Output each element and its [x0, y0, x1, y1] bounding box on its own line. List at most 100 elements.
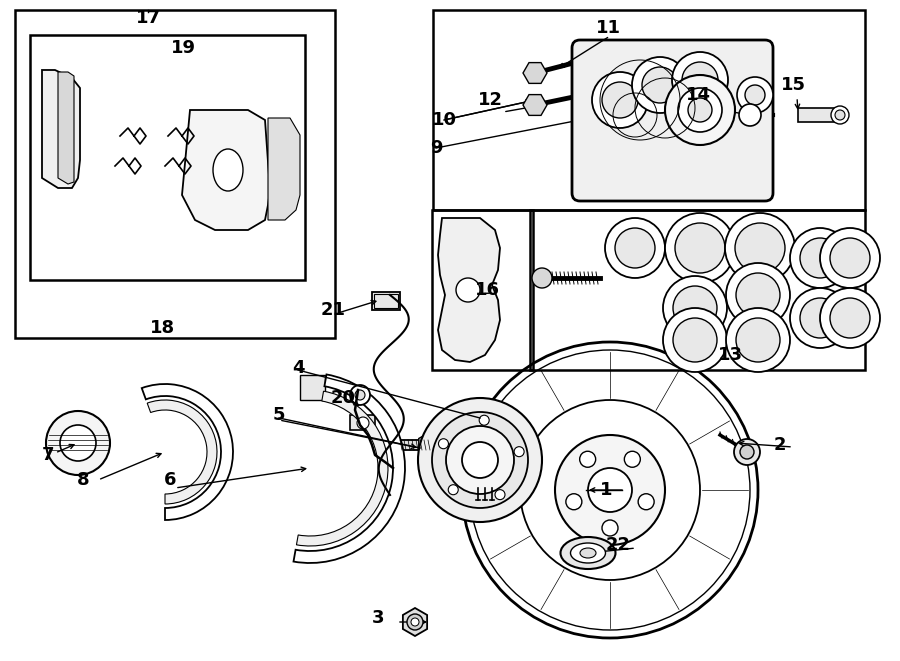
Text: 15: 15 — [780, 76, 806, 94]
Circle shape — [418, 398, 542, 522]
Ellipse shape — [580, 548, 596, 558]
Circle shape — [673, 286, 717, 330]
Circle shape — [411, 618, 419, 626]
Circle shape — [592, 72, 648, 128]
Circle shape — [514, 447, 524, 457]
Circle shape — [831, 106, 849, 124]
Text: 21: 21 — [320, 301, 346, 319]
Text: 1: 1 — [599, 481, 612, 499]
Wedge shape — [141, 384, 233, 520]
Polygon shape — [58, 72, 74, 184]
Circle shape — [605, 218, 665, 278]
Circle shape — [663, 276, 727, 340]
Polygon shape — [798, 108, 840, 122]
Polygon shape — [418, 432, 441, 458]
Circle shape — [495, 490, 505, 500]
Bar — [474, 472, 498, 488]
Polygon shape — [403, 608, 427, 636]
Polygon shape — [523, 95, 547, 116]
Bar — [350, 415, 375, 430]
Text: 18: 18 — [150, 319, 176, 337]
Polygon shape — [182, 110, 270, 230]
Circle shape — [790, 288, 850, 348]
Circle shape — [46, 411, 110, 475]
Text: 14: 14 — [686, 86, 710, 104]
Circle shape — [588, 468, 632, 512]
Text: 22: 22 — [606, 536, 631, 554]
Circle shape — [739, 104, 761, 126]
Circle shape — [580, 451, 596, 467]
Bar — [432, 210, 533, 370]
Polygon shape — [42, 70, 80, 188]
Bar — [374, 294, 398, 308]
Text: 16: 16 — [474, 281, 500, 299]
Text: 12: 12 — [478, 91, 502, 109]
Circle shape — [615, 228, 655, 268]
Wedge shape — [64, 429, 92, 457]
Circle shape — [800, 298, 840, 338]
Circle shape — [688, 98, 712, 122]
Circle shape — [642, 67, 678, 103]
Polygon shape — [523, 63, 547, 83]
Circle shape — [448, 485, 458, 494]
Circle shape — [407, 614, 423, 630]
Circle shape — [800, 238, 840, 278]
Polygon shape — [268, 118, 300, 220]
Bar — [284, 155, 298, 180]
FancyBboxPatch shape — [572, 40, 773, 201]
Circle shape — [726, 308, 790, 372]
Circle shape — [736, 318, 780, 362]
Circle shape — [734, 439, 760, 465]
Circle shape — [820, 228, 880, 288]
Bar — [400, 440, 435, 450]
Circle shape — [632, 57, 688, 113]
Circle shape — [602, 520, 618, 536]
Bar — [530, 210, 865, 370]
Text: 6: 6 — [164, 471, 176, 489]
Circle shape — [479, 415, 490, 425]
Circle shape — [438, 439, 448, 449]
Circle shape — [673, 318, 717, 362]
Ellipse shape — [213, 149, 243, 191]
Text: 3: 3 — [372, 609, 384, 627]
Wedge shape — [296, 391, 388, 546]
Polygon shape — [438, 218, 500, 362]
Circle shape — [456, 278, 480, 302]
Circle shape — [602, 82, 638, 118]
Circle shape — [736, 273, 780, 317]
Ellipse shape — [561, 537, 616, 569]
Ellipse shape — [571, 543, 606, 563]
Text: 20: 20 — [330, 389, 356, 407]
Circle shape — [432, 412, 528, 508]
Circle shape — [678, 88, 722, 132]
Circle shape — [820, 288, 880, 348]
Circle shape — [663, 308, 727, 372]
Circle shape — [675, 223, 725, 273]
Circle shape — [790, 228, 850, 288]
Circle shape — [60, 425, 96, 461]
Circle shape — [625, 451, 640, 467]
Text: 7: 7 — [41, 446, 54, 464]
Wedge shape — [148, 400, 217, 504]
Circle shape — [735, 223, 785, 273]
Circle shape — [462, 442, 498, 478]
Bar — [372, 292, 400, 310]
Text: 13: 13 — [717, 346, 742, 364]
Circle shape — [665, 213, 735, 283]
Circle shape — [665, 75, 735, 145]
Circle shape — [357, 417, 369, 429]
Circle shape — [355, 390, 365, 400]
Circle shape — [532, 268, 552, 288]
Text: 8: 8 — [76, 471, 89, 489]
Circle shape — [725, 213, 795, 283]
Text: 4: 4 — [292, 359, 304, 377]
Text: 5: 5 — [273, 406, 285, 424]
Circle shape — [830, 238, 870, 278]
Circle shape — [566, 494, 582, 510]
Circle shape — [737, 77, 773, 113]
Text: 17: 17 — [136, 9, 160, 27]
Wedge shape — [293, 374, 405, 563]
Bar — [15, 10, 335, 338]
Bar — [300, 375, 325, 400]
Circle shape — [726, 263, 790, 327]
